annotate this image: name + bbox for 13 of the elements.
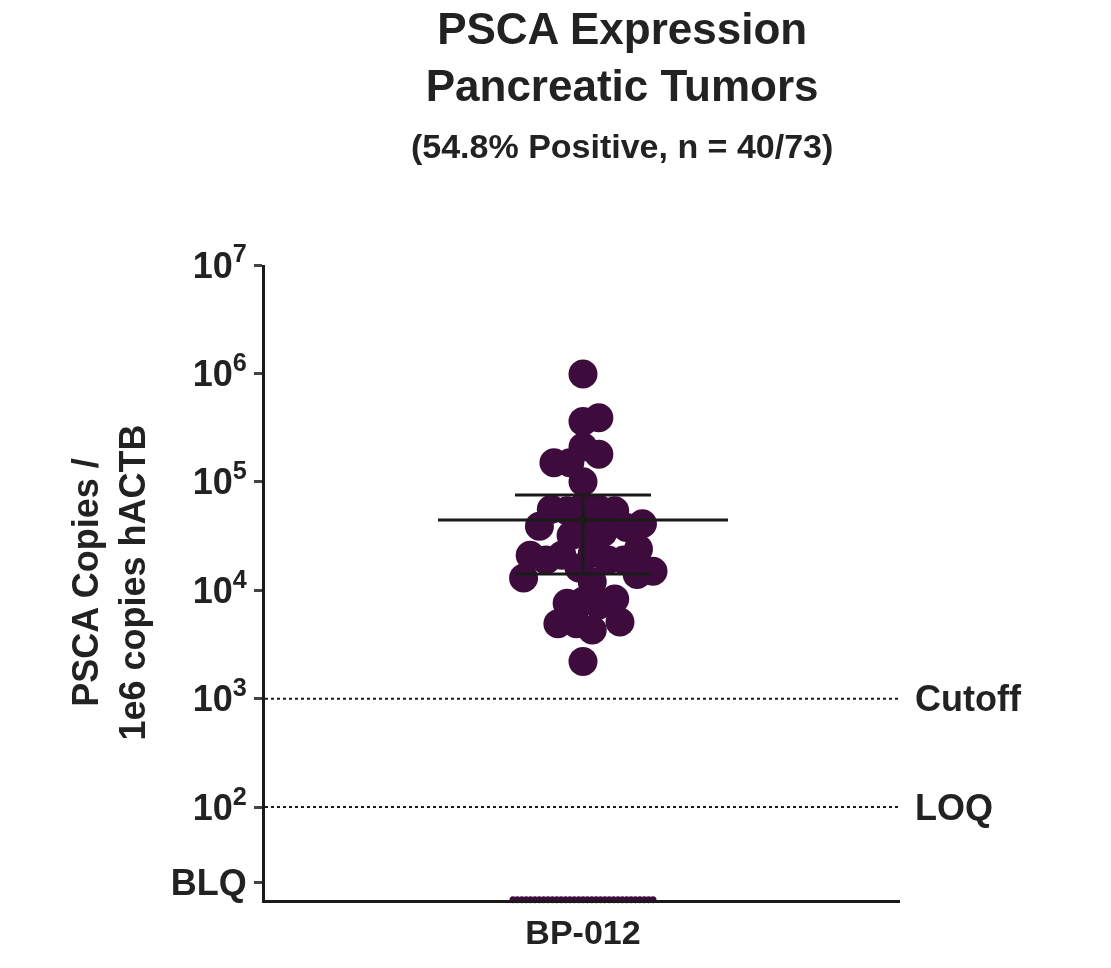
y-tick-label: 10$^{4}$ <box>192 564 247 611</box>
chart-subtitle: (54.8% Positive, n = 40/73) <box>410 126 834 165</box>
x-tick-label: BP-012 <box>525 912 641 951</box>
ref-line-label: LOQ <box>915 787 993 828</box>
y-axis-title: PSCA Copies / 1e6 copies hACTB <box>64 424 153 741</box>
y-tick-label: 10$^{7}$ <box>192 239 247 286</box>
chart-title: PSCA Expression Pancreatic Tumors <box>425 3 819 110</box>
ref-line-label: Cutoff <box>915 678 1022 719</box>
y-tick-label: 10$^{5}$ <box>192 456 247 503</box>
y-tick-label: 10$^{2}$ <box>192 781 247 828</box>
y-tick-label: 10$^{3}$ <box>192 673 247 720</box>
y-tick-label: BLQ <box>170 862 247 904</box>
y-tick-label: 10$^{6}$ <box>192 347 247 395</box>
